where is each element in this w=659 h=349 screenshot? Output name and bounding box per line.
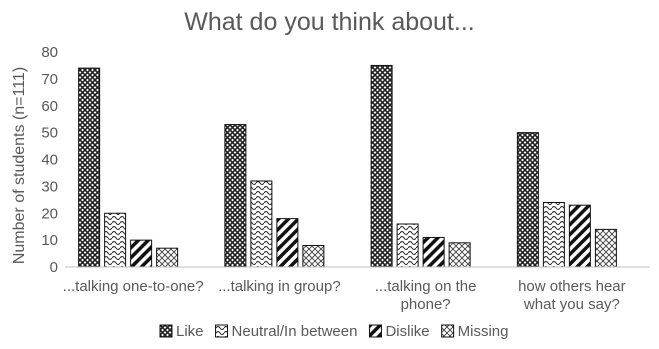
legend-swatch [368, 324, 382, 338]
bar-neutral-in-between [104, 212, 127, 268]
y-axis: 0 10 20 30 40 50 60 70 80 Number of students (n=1… [11, 44, 58, 276]
bars [78, 64, 617, 268]
legend-label: Missing [458, 323, 509, 340]
legend-swatch [159, 324, 173, 338]
x-axis: ...talking one-to-one? ...talking in grou… [63, 266, 650, 313]
bar-neutral-in-between [250, 180, 273, 268]
bar-like [516, 132, 539, 268]
y-tick-label: 50 [41, 125, 58, 142]
category-label: what you say? [523, 296, 620, 313]
bar-neutral-in-between [396, 223, 419, 268]
y-tick-label: 40 [41, 152, 58, 169]
bar-missing [302, 245, 325, 268]
bar-dislike [568, 204, 591, 268]
bar-dislike [276, 218, 299, 268]
y-tick-label: 30 [41, 178, 58, 195]
legend-label: Like [176, 323, 204, 340]
y-tick-label: 0 [50, 259, 58, 276]
y-axis-title: Number of students (n=111) [11, 67, 28, 264]
y-tick-label: 60 [41, 98, 58, 115]
bar-like [78, 67, 101, 268]
y-tick-label: 80 [41, 44, 58, 61]
y-tick-label: 20 [41, 205, 58, 222]
category-label: ...talking in group? [218, 278, 341, 295]
legend: Like Neutral/In between Dislike Missing [159, 323, 509, 340]
legend-label: Dislike [385, 323, 429, 340]
category-label: ...talking on the [375, 278, 477, 295]
chart-title: What do you think about... [184, 8, 475, 36]
bar-dislike [422, 236, 445, 268]
bar-like [370, 64, 393, 268]
bar-dislike [130, 239, 153, 268]
category-label: ...talking one-to-one? [63, 278, 204, 295]
category-label: how others hear [518, 278, 626, 295]
bar-missing [594, 228, 617, 268]
legend-label: Neutral/In between [232, 323, 358, 340]
y-tick-label: 10 [41, 232, 58, 249]
legend-swatch [215, 324, 229, 338]
bar-missing [156, 247, 179, 268]
legend-swatch [441, 324, 455, 338]
bar-missing [448, 242, 471, 268]
bar-neutral-in-between [542, 202, 565, 268]
y-tick-label: 70 [41, 71, 58, 88]
category-label: phone? [401, 296, 451, 313]
bar-like [224, 124, 247, 268]
